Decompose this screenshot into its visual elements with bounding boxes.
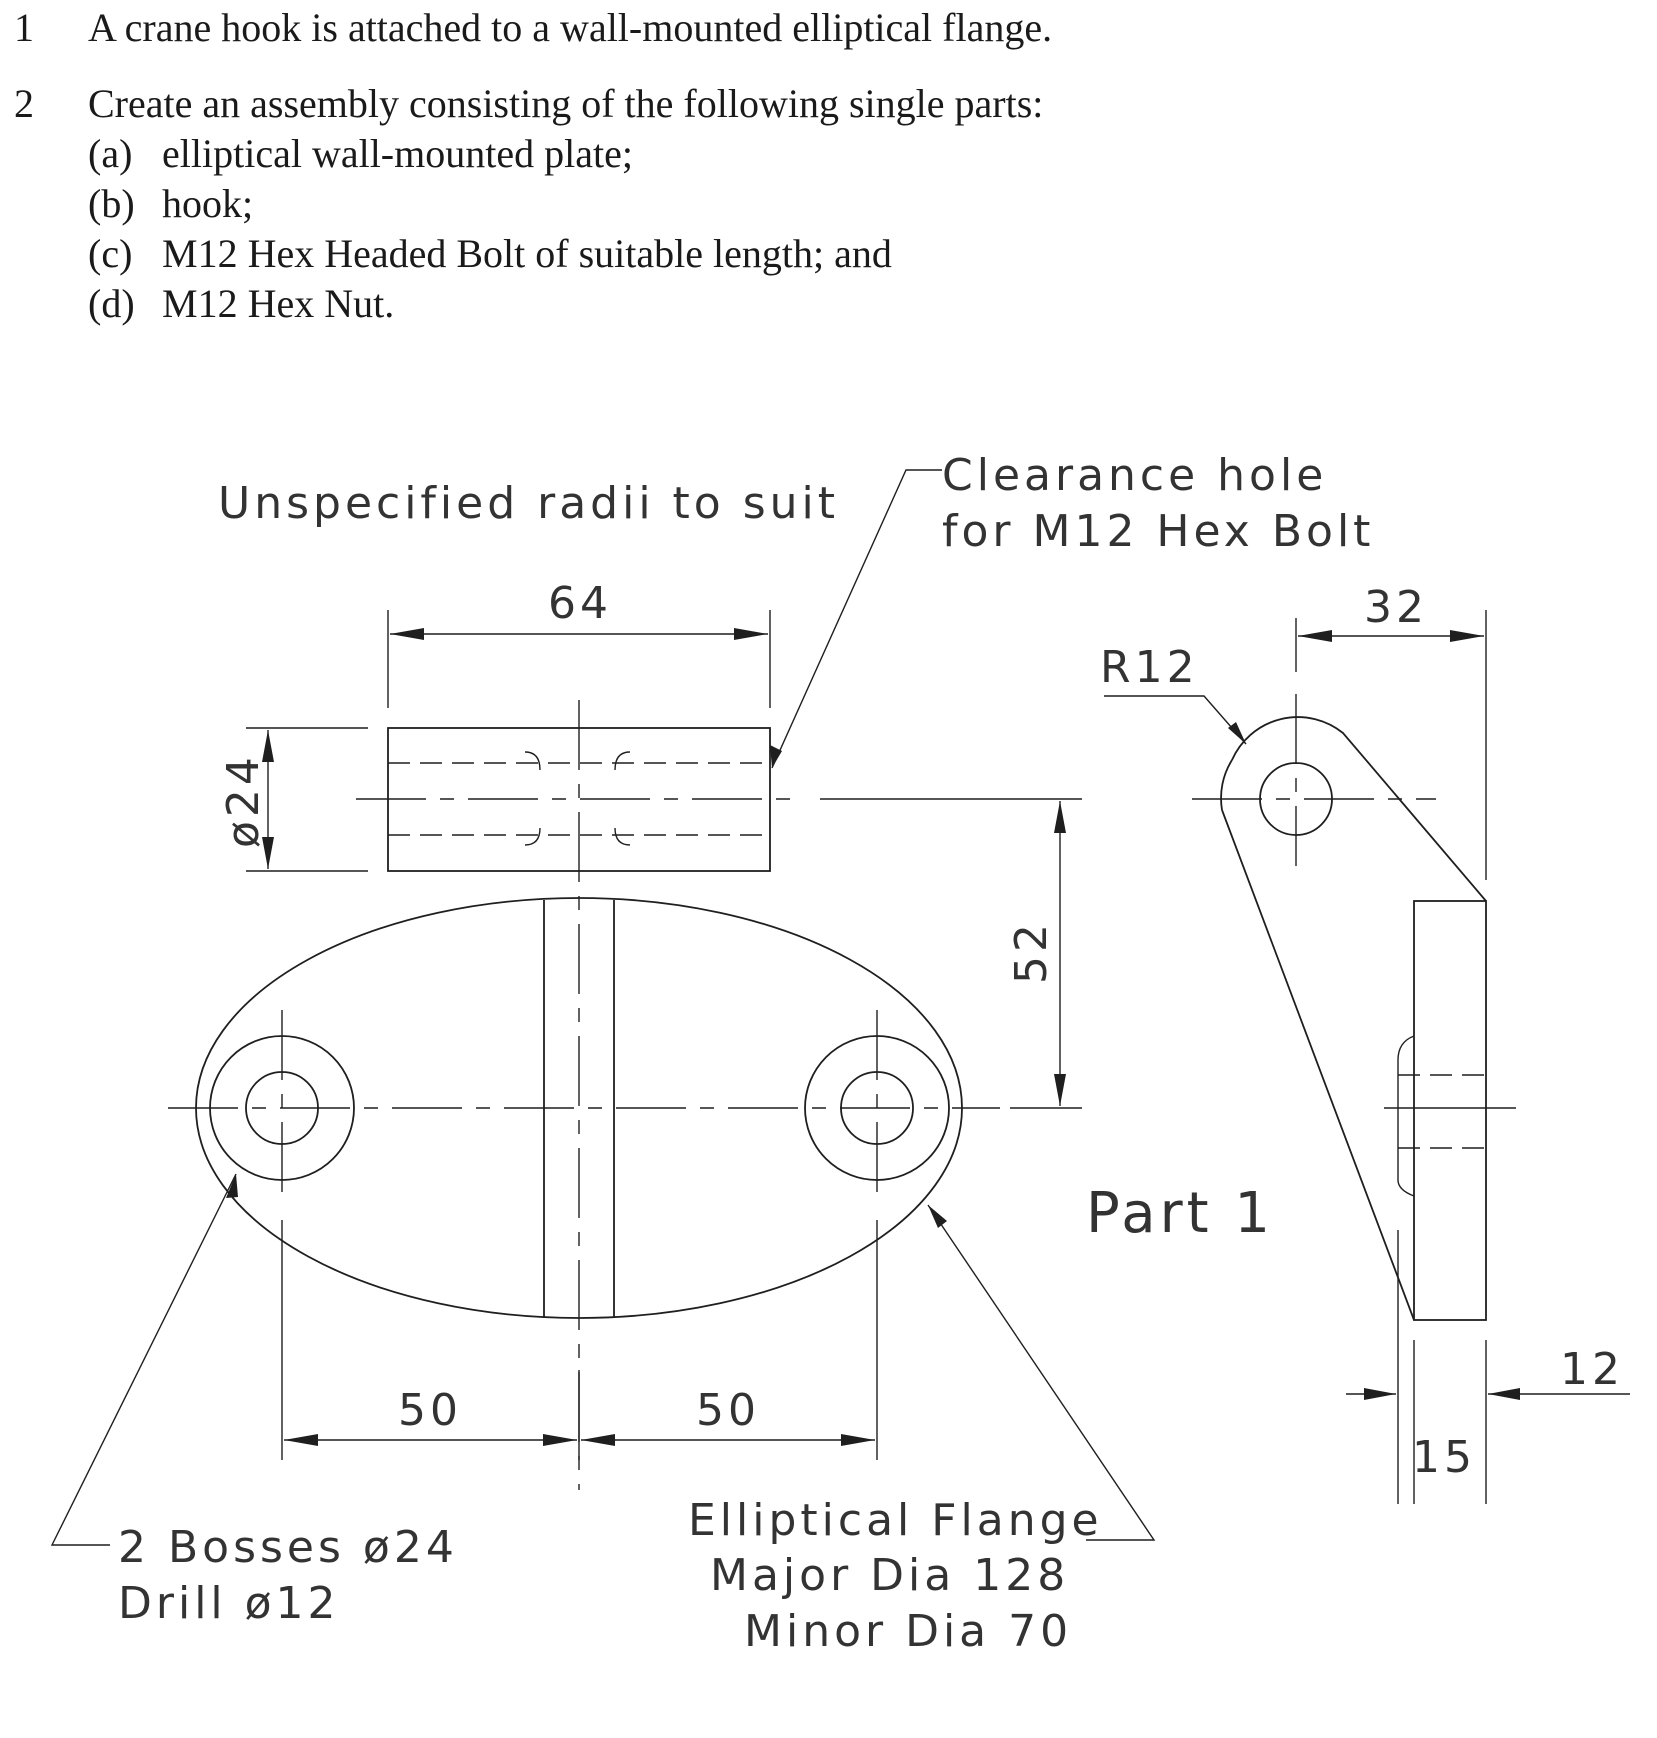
hidden-fillet [614, 827, 631, 846]
dim-arrow [262, 837, 274, 869]
dim-50-left: 50 [398, 1385, 462, 1436]
subitem-text: M12 Hex Nut. [162, 281, 395, 326]
hidden-fillet [614, 751, 631, 771]
subitem-label: (a) [88, 131, 133, 176]
item-number: 1 [14, 5, 34, 50]
subitem-text: hook; [162, 181, 254, 226]
note-flange-line3: Minor Dia 70 [744, 1606, 1072, 1657]
dim-arrow [1054, 1074, 1066, 1106]
dim-arrow [1298, 630, 1332, 642]
dim-r12: R12 [1100, 642, 1199, 693]
subitem-text: M12 Hex Headed Bolt of suitable length; … [162, 231, 892, 276]
hook-profile [1221, 716, 1487, 1321]
dim-12: 12 [1560, 1344, 1624, 1395]
dim-arrow [543, 1434, 577, 1446]
dim-arrow [390, 628, 424, 640]
dim-arrow [262, 730, 274, 762]
dim-arrow [581, 1434, 615, 1446]
flange-side-view [1413, 900, 1487, 1321]
clearance-leader-arrow [770, 745, 782, 768]
note-clearance-line2: for M12 Hex Bolt [942, 506, 1374, 557]
note-radii: Unspecified radii to suit [218, 478, 839, 529]
r12-arrow [1228, 722, 1246, 744]
subitem-label: (b) [88, 181, 135, 226]
dim-dia24: ø24 [218, 753, 269, 848]
note-clearance-line1: Clearance hole [942, 450, 1327, 501]
item-text: Create an assembly consisting of the fol… [88, 81, 1044, 126]
dim-arrow [1364, 1388, 1396, 1400]
flange-boss-profile [1397, 1035, 1415, 1197]
dim-arrow [734, 628, 768, 640]
bosses-leader-arrow [226, 1174, 238, 1198]
instructions: 1 A crane hook is attached to a wall-mou… [0, 0, 1657, 360]
note-flange-line1: Elliptical Flange [688, 1495, 1103, 1546]
dim-arrow [1054, 801, 1066, 833]
clearance-leader [771, 469, 942, 769]
flange-leader-arrow [928, 1205, 947, 1228]
dim-arrow [284, 1434, 318, 1446]
note-flange-line2: Major Dia 128 [710, 1550, 1069, 1601]
part-label: Part 1 [1086, 1181, 1274, 1246]
hidden-fillet [524, 827, 541, 846]
item-number: 2 [14, 81, 34, 126]
dim-arrow [1450, 630, 1484, 642]
subitem-text: elliptical wall-mounted plate; [162, 131, 633, 176]
dim-arrow [841, 1434, 875, 1446]
dim-50-right: 50 [696, 1385, 760, 1436]
note-bosses-line1: 2 Bosses ø24 [118, 1522, 458, 1573]
subitem-label: (d) [88, 281, 135, 326]
subitem-label: (c) [88, 231, 133, 276]
item-text: A crane hook is attached to a wall-mount… [88, 5, 1053, 50]
hook-eye-arc [1220, 759, 1233, 811]
dim-15: 15 [1412, 1432, 1476, 1483]
dim-64: 64 [548, 578, 612, 629]
dim-52: 52 [1006, 920, 1057, 984]
flange-leader [927, 1204, 1156, 1541]
hidden-fillet [524, 751, 541, 771]
note-bosses-line2: Drill ø12 [118, 1578, 340, 1629]
bosses-leader [50, 1173, 237, 1546]
dim-arrow [1488, 1388, 1520, 1400]
dim-32: 32 [1364, 582, 1428, 633]
r12-leader [1104, 695, 1247, 745]
